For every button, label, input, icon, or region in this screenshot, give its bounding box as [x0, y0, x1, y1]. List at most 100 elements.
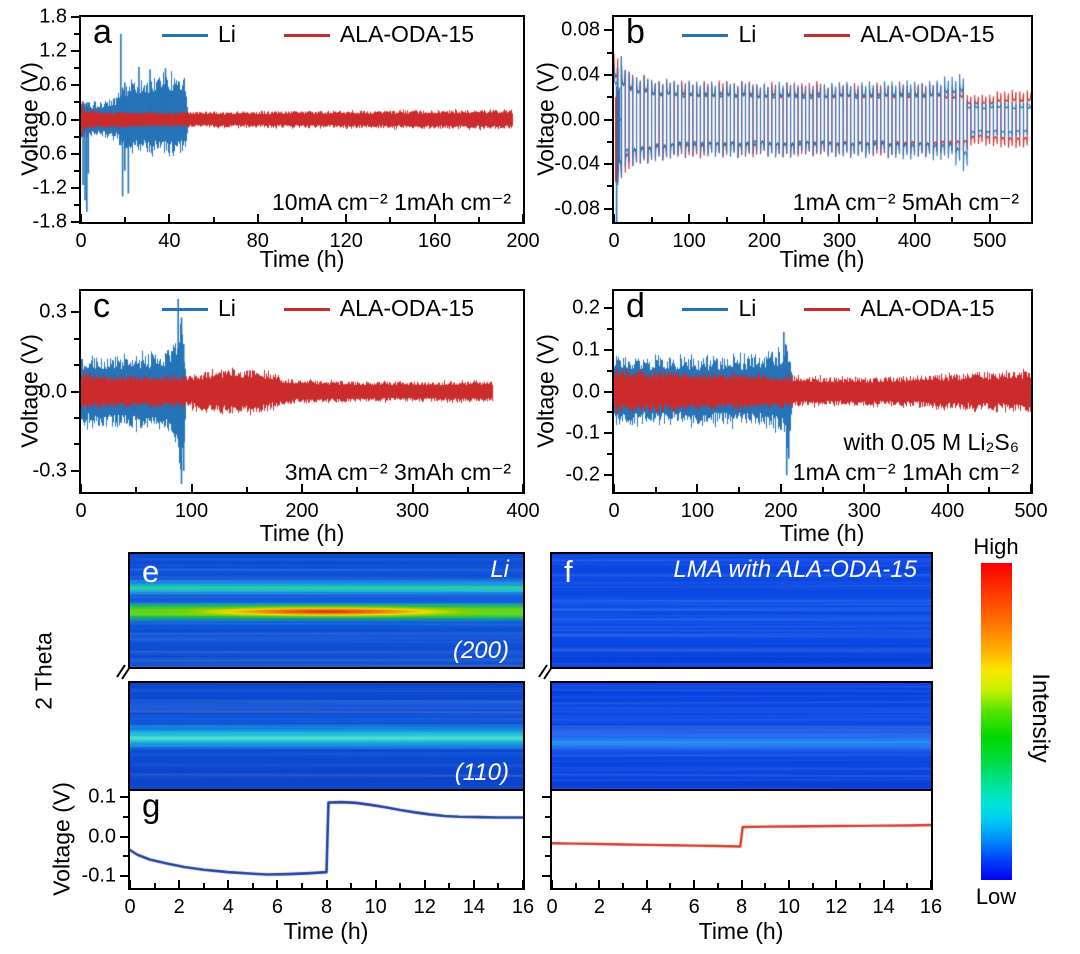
axis-tick-label: 100 [680, 500, 715, 522]
axis-tick [787, 880, 790, 888]
axis-tick [951, 217, 954, 222]
axis-tick [153, 883, 156, 888]
axis-tick-label: 14 [872, 896, 895, 918]
panel-e-contour-200: e Li (200) 52.051.5 [128, 552, 525, 669]
axis-tick [80, 484, 82, 492]
axis-tick [178, 880, 181, 888]
axis-tick-label: 16 [919, 896, 943, 918]
axis-tick [356, 487, 359, 492]
axis-tick [71, 311, 79, 314]
axis-tick [654, 487, 657, 492]
legend-item-li: Li [682, 295, 756, 322]
axis-tick-label: -0.1 [81, 864, 116, 887]
axis-tick-label: 0.0 [39, 380, 67, 402]
axis-tick [433, 214, 436, 222]
axis-tick [123, 815, 128, 818]
axis-tick [607, 369, 612, 372]
panel-d-x-axis-label: Time (h) [779, 520, 865, 546]
peak-200-label: (200) [452, 637, 509, 664]
legend-item-ala: ALA-ODA-15 [804, 295, 995, 322]
axis-tick [472, 880, 475, 888]
axis-tick [545, 815, 550, 818]
ala-line-swatch [804, 34, 851, 37]
axis-tick [738, 487, 741, 492]
panel-g-y-axis-label: Voltage (V) [48, 782, 75, 896]
axis-tick [607, 453, 612, 456]
axis-tick-label: -0.6 [32, 142, 67, 165]
axis-tick [693, 880, 696, 888]
panel-c-legend: Li ALA-ODA-15 [97, 295, 539, 322]
axis-tick [399, 883, 402, 888]
axis-tick [350, 883, 353, 888]
axis-tick [858, 883, 861, 888]
axis-tick [838, 214, 841, 222]
axis-tick [120, 875, 128, 878]
panel-f-contour-110 [550, 681, 933, 791]
contour-texture [552, 554, 931, 667]
axis-tick-label: 0.0 [572, 380, 600, 402]
axis-tick [325, 880, 328, 888]
panel-d-annotation-line1: with 0.05 M Li₂S₆ [843, 429, 1019, 456]
axis-tick [604, 207, 612, 210]
axis-tick-label: 0 [608, 500, 620, 522]
axis-tick [74, 364, 79, 367]
ala-line-swatch [283, 34, 330, 37]
axis-tick [598, 880, 601, 888]
axis-tick [604, 432, 612, 435]
axis-tick [74, 101, 79, 104]
axis-tick-label: -0.08 [554, 197, 600, 220]
axis-tick-label: 300 [395, 500, 430, 522]
axis-tick [135, 487, 138, 492]
axis-tick [669, 883, 672, 888]
axis-tick-label: 0.1 [572, 338, 600, 361]
li-line-swatch [682, 34, 729, 37]
axis-tick [124, 217, 127, 222]
axis-tick-label: 100 [174, 500, 209, 522]
panel-g-right-plot-area: 0 2 4 6 8 10 12 14 16 [542, 789, 942, 918]
panel-b-plot-area: b Li ALA-ODA-15 1mA cm⁻² 5mAh cm⁻² 0.08 0… [554, 13, 1033, 252]
panel-a-canvas [81, 17, 523, 222]
axis-tick [71, 16, 79, 18]
axis-tick-label: 120 [329, 230, 363, 252]
panel-b-legend: Li ALA-ODA-15 [630, 21, 1047, 48]
axis-tick [190, 484, 193, 492]
panel-d-legend: Li ALA-ODA-15 [630, 295, 1047, 322]
axis-tick-label: 0.04 [561, 63, 600, 86]
axis-tick [604, 73, 612, 76]
axis-tick [764, 883, 767, 888]
axis-tick-label: 2 [593, 896, 605, 918]
axis-tick [607, 185, 612, 188]
axis-tick [688, 214, 691, 222]
panel-e-letter: e [142, 554, 160, 589]
panel-d-plot-area: d Li ALA-ODA-15 with 0.05 M Li₂S₆ 1mA cm… [566, 287, 1048, 522]
panel-g-left-canvas [130, 791, 523, 888]
panel-e-sample-label: Li [490, 556, 509, 583]
axis-break-mark [116, 664, 131, 680]
axis-tick-label: -0.1 [565, 421, 600, 444]
ala-line-swatch [804, 308, 851, 311]
panel-c-plot-area: c Li ALA-ODA-15 3mA cm⁻² 3mAh cm⁻² 0.3 0.… [33, 287, 540, 522]
axis-tick [604, 474, 612, 477]
axis-tick [604, 163, 612, 166]
panel-g-left-plot-area: g 0.1 0.0 -0.1 0 2 4 6 8 10 12 14 16 [82, 785, 535, 918]
panel-a-letter: a [93, 13, 112, 51]
axis-tick-label: 0.2 [572, 296, 600, 319]
axis-tick [522, 880, 524, 888]
axis-tick [522, 214, 524, 222]
axis-tick-label: 200 [285, 500, 319, 522]
axis-tick [622, 883, 625, 888]
contour-texture [130, 683, 523, 789]
panel-f-letter: f [564, 554, 573, 589]
axis-tick-label: 12 [413, 896, 436, 918]
panel-a-annotation: 10mA cm⁻² 1mAh cm⁻² [272, 189, 511, 216]
panel-c-annotation: 3mA cm⁻² 3mAh cm⁻² [284, 459, 511, 486]
axis-tick [71, 118, 79, 121]
axis-tick [863, 484, 866, 492]
axis-tick-label: 0.0 [88, 825, 116, 848]
legend-item-li: Li [161, 295, 236, 322]
axis-tick [906, 883, 909, 888]
axis-tick [74, 67, 79, 70]
axis-tick [645, 880, 648, 888]
panel-f-contour-200: f LMA with ALA-ODA-15 [550, 552, 933, 669]
panel-f-sample-label: LMA with ALA-ODA-15 [673, 556, 917, 583]
